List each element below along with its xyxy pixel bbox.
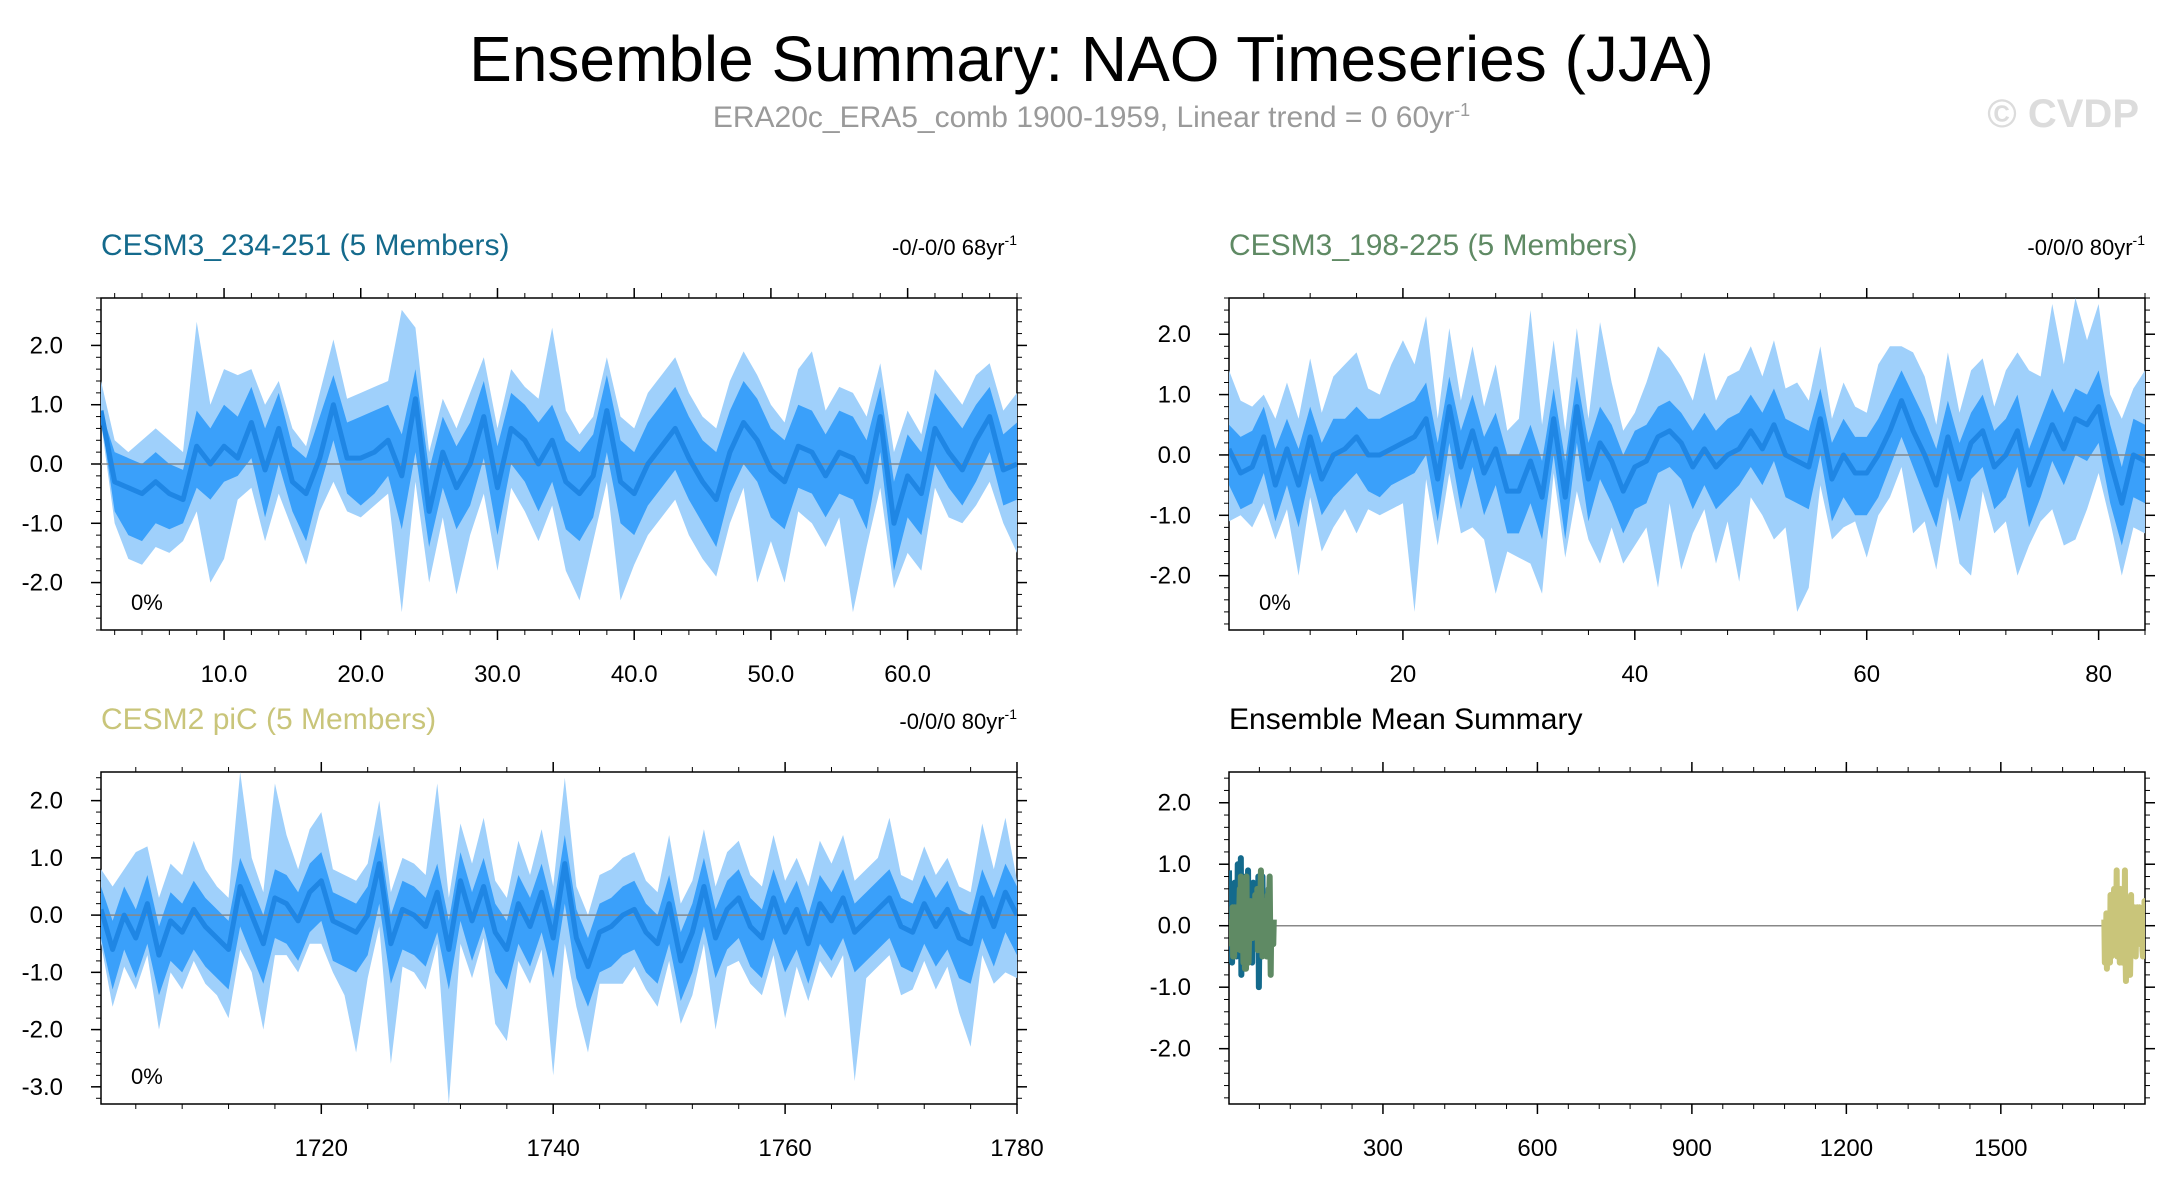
x-tick-label: 30.0 <box>474 661 521 688</box>
x-tick-label: 50.0 <box>748 661 795 688</box>
y-tick-label: -1.0 <box>22 510 63 537</box>
y-tick-label: -2.0 <box>22 1017 63 1044</box>
figure-subtitle: ERA20c_ERA5_comb 1900-1959, Linear trend… <box>0 100 2183 135</box>
plot-area <box>1229 855 2145 991</box>
panel-trend: -0/0/0 80yr-1 <box>899 706 1017 734</box>
panel-trend: -0/0/0 80yr-1 <box>2027 232 2145 260</box>
ensemble-mean-line <box>1229 398 2145 506</box>
cvdp-watermark: © CVDP <box>1987 92 2139 136</box>
x-tick-label: 60.0 <box>884 661 931 688</box>
ensemble-mean-line <box>101 861 1017 970</box>
x-tick-label: 1200 <box>1820 1135 1873 1162</box>
x-tick-label: 300 <box>1363 1135 1403 1162</box>
y-tick-label: 0.0 <box>30 451 63 478</box>
x-tick-label: 20 <box>1390 661 1417 688</box>
y-tick-label: 0.0 <box>30 902 63 929</box>
y-tick-label: -1.0 <box>1150 974 1191 1001</box>
panel-title: CESM2 piC (5 Members) <box>101 703 436 736</box>
y-tick-label: 2.0 <box>1158 790 1191 817</box>
x-tick-label: 1780 <box>990 1135 1043 1162</box>
panel-2: CESM3_198-225 (5 Members) -0/0/0 80yr-1 2.… <box>1150 229 2155 688</box>
percent-label: 0% <box>131 1064 163 1089</box>
x-tick-label: 40.0 <box>611 661 658 688</box>
panel-title: CESM3_234-251 (5 Members) <box>101 229 510 262</box>
panel-title: CESM3_198-225 (5 Members) <box>1229 229 1638 262</box>
x-tick-label: 1760 <box>758 1135 811 1162</box>
x-tick-label: 40 <box>1621 661 1648 688</box>
y-tick-label: 1.0 <box>1158 382 1191 409</box>
plot-area <box>101 309 1017 613</box>
y-tick-label: -1.0 <box>1150 502 1191 529</box>
y-tick-label: -2.0 <box>1150 1036 1191 1063</box>
x-tick-label: 1740 <box>527 1135 580 1162</box>
ensemble-mean-line <box>101 396 1017 526</box>
y-tick-label: 0.0 <box>1158 913 1191 940</box>
x-tick-label: 10.0 <box>201 661 248 688</box>
y-tick-label: 1.0 <box>30 392 63 419</box>
panel-4: Ensemble Mean Summary 2.0 1.0 0.0 -1.0 -2.0 30… <box>1150 703 2155 1162</box>
plot-frame <box>1228 771 2146 1105</box>
x-tick-label: 20.0 <box>337 661 384 688</box>
y-tick-label: 1.0 <box>1158 851 1191 878</box>
y-tick-label: 0.0 <box>1158 442 1191 469</box>
y-tick-label: -2.0 <box>22 570 63 597</box>
x-tick-label: 1500 <box>1974 1135 2027 1162</box>
y-tick-label: -2.0 <box>1150 563 1191 590</box>
plot-area <box>1229 298 2145 612</box>
panel-1: CESM3_234-251 (5 Members) -0/-0/0 68yr-1 2… <box>22 229 1027 688</box>
percent-label: 0% <box>1259 590 1291 615</box>
y-tick-label: -1.0 <box>22 959 63 986</box>
x-tick-label: 1720 <box>295 1135 348 1162</box>
plot-area <box>101 772 1017 1104</box>
y-tick-label: 2.0 <box>1158 321 1191 348</box>
x-tick-label: 900 <box>1672 1135 1712 1162</box>
panel-title: Ensemble Mean Summary <box>1229 703 1582 736</box>
summary-series-3 <box>2101 867 2145 985</box>
percent-label: 0% <box>131 590 163 615</box>
panel-trend: -0/-0/0 68yr-1 <box>892 232 1017 260</box>
figure-title: Ensemble Summary: NAO Timeseries (JJA) <box>469 23 1714 95</box>
y-tick-label: -3.0 <box>22 1074 63 1101</box>
x-tick-label: 600 <box>1517 1135 1557 1162</box>
summary-series-2 <box>1229 867 1277 978</box>
panel-3: CESM2 piC (5 Members) -0/0/0 80yr-1 2.0 1.0… <box>22 703 1044 1162</box>
x-tick-label: 60 <box>1853 661 1880 688</box>
y-tick-label: 2.0 <box>30 332 63 359</box>
figure-subtitle-sup: -1 <box>1454 100 1471 120</box>
spread-band-iqr <box>101 834 1017 1007</box>
y-tick-label: 1.0 <box>30 845 63 872</box>
x-tick-label: 80 <box>2085 661 2112 688</box>
figure-subtitle-text: ERA20c_ERA5_comb 1900-1959, Linear trend… <box>712 101 1455 134</box>
y-tick-label: 2.0 <box>30 788 63 815</box>
